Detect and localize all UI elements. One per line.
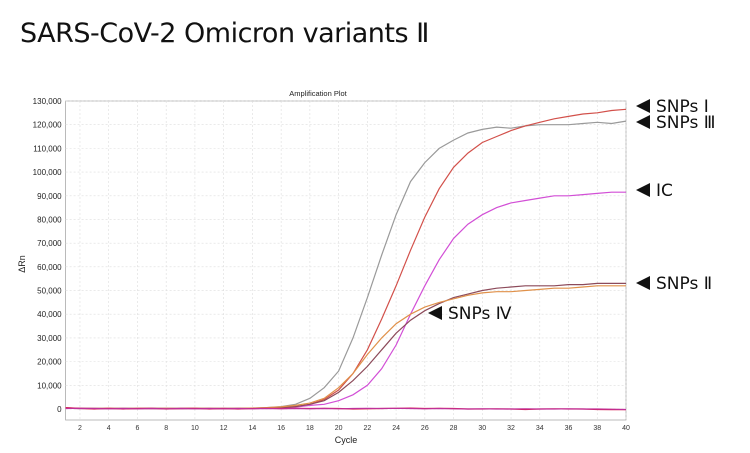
x-tick-label: 14 — [249, 425, 257, 432]
pointer-arrow-icon — [636, 276, 650, 290]
y-tick-label: 120,000 — [33, 121, 62, 130]
pointer-arrow-icon — [636, 99, 650, 113]
plot-frame — [65, 100, 627, 421]
x-tick-label: 12 — [220, 425, 228, 432]
x-tick-label: 18 — [306, 425, 314, 432]
x-tick-label: 26 — [421, 425, 429, 432]
y-tick-label: 110,000 — [33, 144, 62, 153]
x-tick-label: 10 — [191, 425, 199, 432]
series-annotation: SNPs Ⅱ — [656, 274, 712, 294]
x-tick-label: 28 — [450, 425, 458, 432]
y-tick-label: 50,000 — [37, 287, 62, 296]
x-tick-label: 24 — [392, 425, 400, 432]
y-tick-label: 10,000 — [37, 381, 62, 390]
x-tick-label: 16 — [277, 425, 285, 432]
y-tick-label: 70,000 — [37, 239, 62, 248]
chart-title: Amplification Plot — [289, 89, 347, 98]
x-tick-label: 36 — [565, 425, 573, 432]
x-tick-label: 32 — [507, 425, 515, 432]
series-annotation: IC — [656, 181, 673, 201]
y-tick-label: 130,000 — [33, 97, 62, 106]
y-tick-label: 60,000 — [37, 263, 62, 272]
x-tick-label: 30 — [478, 425, 486, 432]
slide-title: SARS-CoV-2 Omicron variants Ⅱ — [20, 18, 429, 49]
x-tick-label: 8 — [164, 425, 168, 432]
series-line-negative-2 — [65, 407, 627, 411]
x-tick-label: 6 — [135, 425, 139, 432]
x-tick-label: 4 — [107, 425, 111, 432]
x-tick-label: 2 — [78, 425, 82, 432]
x-tick-label: 34 — [536, 425, 544, 432]
pointer-arrow-icon — [636, 183, 650, 197]
y-tick-label: 40,000 — [37, 310, 62, 319]
pointer-arrow-icon — [636, 115, 650, 129]
series-annotation: SNPs Ⅲ — [656, 113, 715, 133]
x-tick-label: 20 — [335, 425, 343, 432]
x-tick-label: 40 — [622, 425, 630, 432]
series-annotation: SNPs Ⅳ — [448, 304, 512, 324]
y-axis-label: ΔRn — [17, 255, 27, 273]
y-tick-label: 30,000 — [37, 334, 62, 343]
y-tick-label: 0 — [57, 405, 62, 414]
y-tick-label: 80,000 — [37, 215, 62, 224]
x-tick-label: 38 — [593, 425, 601, 432]
y-tick-label: 90,000 — [37, 192, 62, 201]
x-tick-label: 22 — [363, 425, 371, 432]
y-tick-label: 100,000 — [33, 168, 62, 177]
x-axis-label: Cycle — [335, 435, 358, 445]
series-annotation: SNPs Ⅰ — [656, 97, 709, 117]
y-tick-label: 20,000 — [37, 358, 62, 367]
pointer-arrow-icon — [428, 306, 442, 320]
